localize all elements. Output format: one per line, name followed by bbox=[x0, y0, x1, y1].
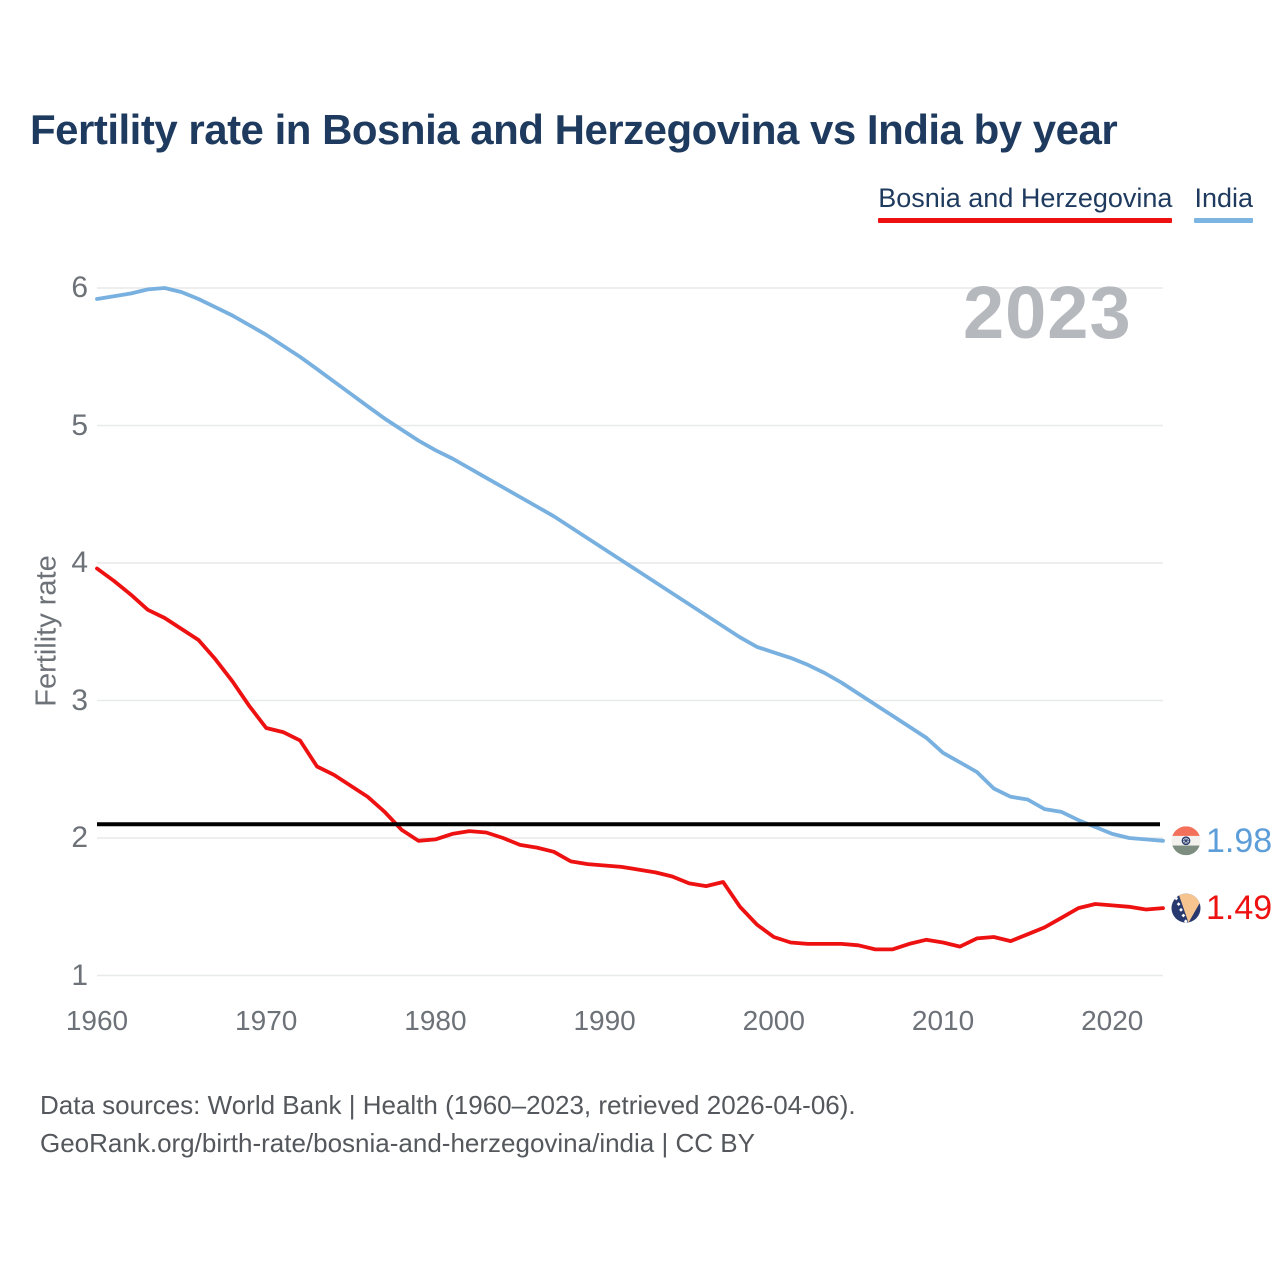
series-line-bosnia bbox=[95, 566, 1165, 952]
india-flag-icon bbox=[1171, 826, 1201, 856]
year-watermark: 2023 bbox=[963, 271, 1132, 354]
legend-color-bar-bosnia bbox=[878, 218, 1173, 223]
footer: Data sources: World Bank | Health (1960–… bbox=[40, 1086, 856, 1162]
footer-data-sources: Data sources: World Bank | Health (1960–… bbox=[40, 1090, 856, 1120]
bosnia-flag-icon bbox=[1171, 893, 1201, 923]
legend-label-bosnia: Bosnia and Herzegovina bbox=[878, 183, 1173, 213]
series-line-india bbox=[95, 286, 1165, 843]
legend-label-india: India bbox=[1194, 183, 1253, 213]
page-title: Fertility rate in Bosnia and Herzegovina… bbox=[30, 106, 1118, 153]
legend-item-india[interactable]: India bbox=[1194, 183, 1253, 223]
legend-item-bosnia[interactable]: Bosnia and Herzegovina bbox=[878, 183, 1173, 223]
india-end-value: 1.98 bbox=[1206, 821, 1273, 860]
footer-attribution: GeoRank.org/birth-rate/bosnia-and-herzeg… bbox=[40, 1128, 755, 1158]
legend: Bosnia and Herzegovina India bbox=[878, 183, 1253, 223]
legend-color-bar-india bbox=[1194, 218, 1253, 223]
bosnia-end-value: 1.49 bbox=[1206, 889, 1273, 928]
